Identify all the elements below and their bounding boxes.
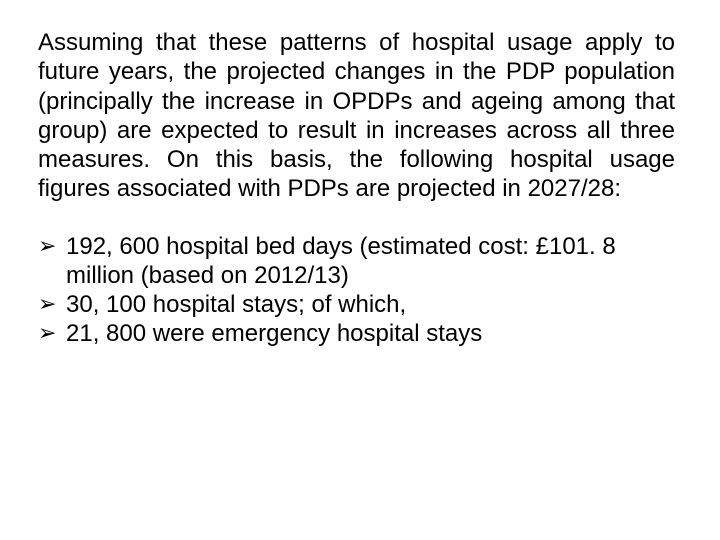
intro-paragraph: Assuming that these patterns of hospital… xyxy=(38,28,675,204)
slide-container: Assuming that these patterns of hospital… xyxy=(0,0,720,540)
list-item: 30, 100 hospital stays; of which, xyxy=(38,290,675,319)
list-item: 192, 600 hospital bed days (estimated co… xyxy=(38,232,675,291)
bullet-list: 192, 600 hospital bed days (estimated co… xyxy=(38,232,675,349)
list-item: 21, 800 were emergency hospital stays xyxy=(38,319,675,348)
